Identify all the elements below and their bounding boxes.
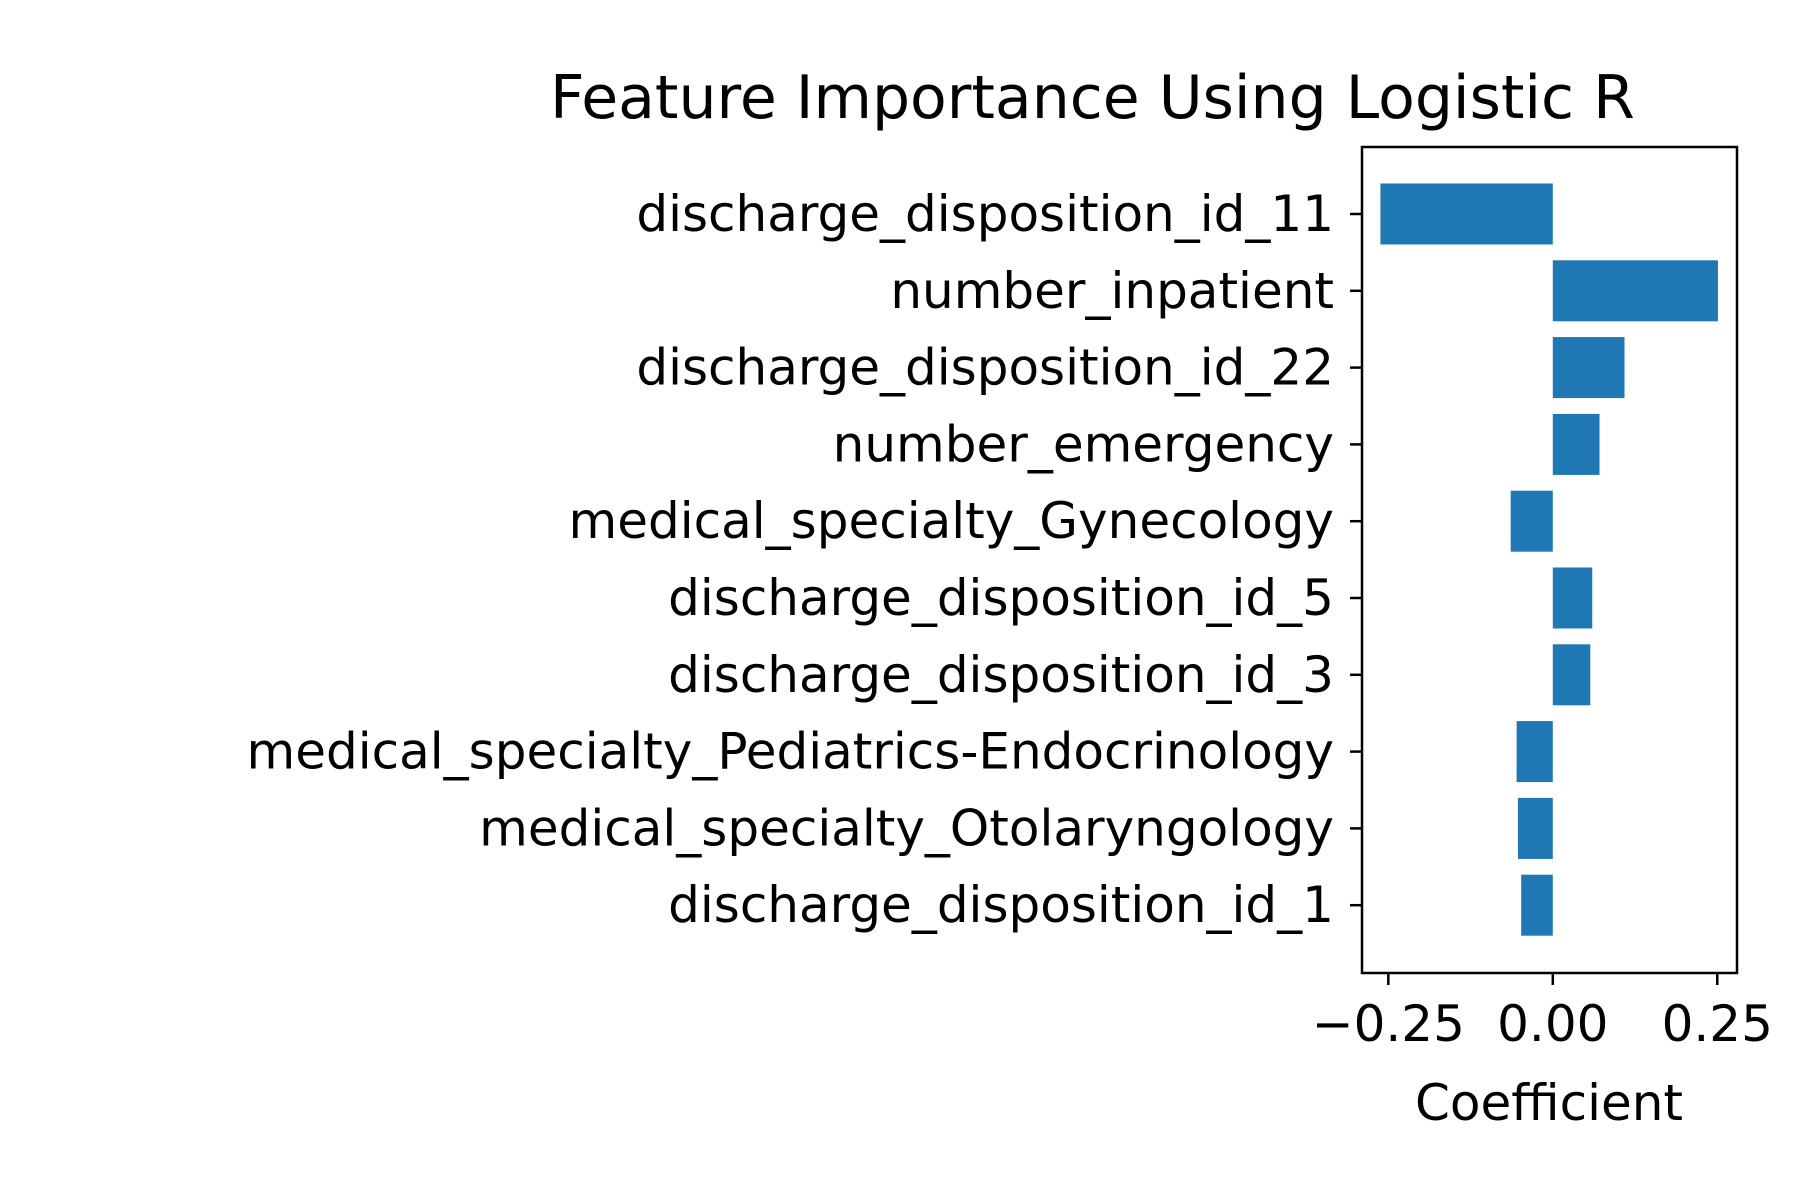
bar-number_emergency (1552, 413, 1600, 475)
y-tick-label: medical_specialty_Pediatrics-Endocrinolo… (247, 723, 1334, 781)
bar-medical_specialty_Gynecology (1510, 490, 1553, 552)
y-tick-label: medical_specialty_Otolaryngology (479, 799, 1334, 857)
x-tick-label: −0.25 (1312, 995, 1465, 1053)
bars-group (1380, 183, 1718, 936)
x-tick-label: 0.00 (1497, 995, 1608, 1053)
bar-discharge_disposition_id_11 (1380, 183, 1553, 245)
bar-discharge_disposition_id_1 (1521, 874, 1553, 936)
bar-medical_specialty_Otolaryngology (1517, 797, 1553, 859)
y-tick-label: discharge_disposition_id_11 (636, 185, 1334, 243)
y-tick-label: number_inpatient (890, 262, 1334, 320)
bar-discharge_disposition_id_22 (1552, 337, 1625, 399)
y-tick-label: discharge_disposition_id_1 (668, 876, 1334, 934)
x-axis-label: Coefficient (1415, 1074, 1683, 1132)
bar-discharge_disposition_id_5 (1552, 567, 1593, 629)
y-tick-label: medical_specialty_Gynecology (569, 492, 1334, 550)
y-tick-label: number_emergency (833, 415, 1334, 473)
y-tick-label: discharge_disposition_id_22 (636, 339, 1334, 397)
y-tick-label: discharge_disposition_id_3 (668, 646, 1334, 704)
bar-medical_specialty_Pediatrics-Endocrinology (1516, 721, 1553, 783)
bar-number_inpatient (1552, 260, 1718, 322)
x-tick-label: 0.25 (1662, 995, 1773, 1053)
bar-discharge_disposition_id_3 (1552, 644, 1591, 706)
chart-title: Feature Importance Using Logistic R (550, 63, 1635, 133)
plot-frame (1360, 145, 1739, 975)
y-tick-label: discharge_disposition_id_5 (668, 569, 1334, 627)
x-axis: −0.25 0.00 0.25 (1312, 973, 1773, 1053)
y-axis: discharge_disposition_id_11 number_inpati… (247, 185, 1362, 934)
